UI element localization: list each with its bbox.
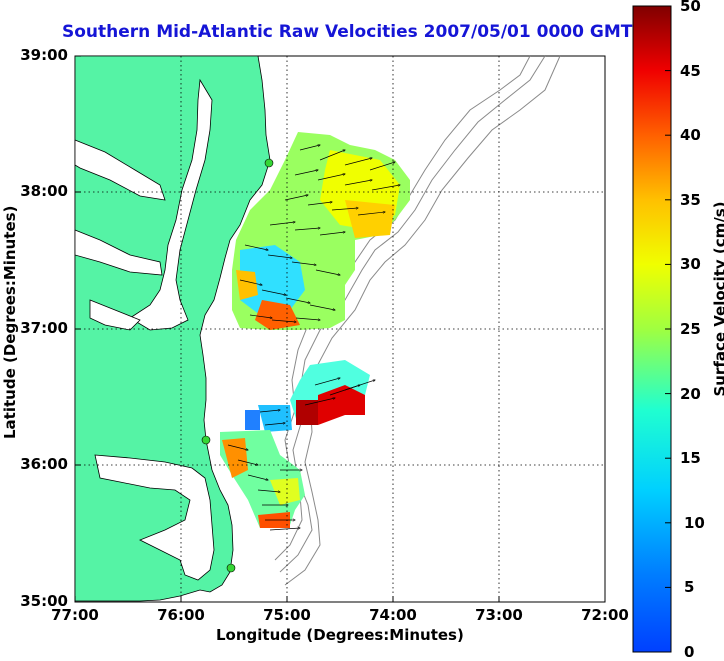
bay-inlet-mid	[74, 229, 163, 276]
bay-inlet-south	[89, 299, 141, 331]
x-tick-label: 74:00	[369, 606, 417, 624]
x-tick-label: 77:00	[51, 606, 99, 624]
colorbar-tick-label: 50	[680, 0, 701, 15]
colorbar-label: Surface Velocity (cm/s)	[711, 201, 724, 397]
colorbar-tick-label: 5	[684, 578, 695, 596]
colorbar-tick-label: 20	[680, 385, 701, 403]
velocity-field-south	[220, 430, 305, 528]
velocity-field-mid	[245, 360, 370, 432]
map-title: Southern Mid-Atlantic Raw Velocities 200…	[62, 22, 633, 42]
y-axis-label: Latitude (Degrees:Minutes)	[1, 205, 19, 439]
colorbar-tick-label: 30	[680, 255, 701, 273]
ticks	[74, 55, 606, 603]
radar-stations	[201, 158, 274, 573]
y-tick-label: 39:00	[20, 46, 68, 64]
y-tick-label: 36:00	[20, 455, 68, 473]
x-tick-label: 75:00	[263, 606, 311, 624]
x-tick-label: 73:00	[475, 606, 523, 624]
colorbar-ticks	[665, 5, 671, 653]
y-tick-label: 38:00	[20, 182, 68, 200]
colorbar-tick-label: 45	[680, 62, 701, 80]
colorbar-tick-label: 35	[680, 191, 701, 209]
y-tick-label: 35:00	[20, 592, 68, 610]
colorbar	[632, 5, 672, 653]
colorbar-tick-label: 15	[680, 449, 701, 467]
bay-inlet-west	[74, 139, 166, 201]
station-marker	[264, 158, 274, 168]
x-tick-label: 76:00	[157, 606, 205, 624]
y-tick-label: 37:00	[20, 319, 68, 337]
x-tick-label: 72:00	[581, 606, 629, 624]
colorbar-tick-label: 25	[680, 320, 701, 338]
colorbar-tick-label: 0	[684, 643, 695, 661]
colorbar-tick-label: 10	[684, 514, 705, 532]
chesapeake-bay	[129, 78, 213, 331]
station-marker	[201, 435, 211, 445]
albemarle-sound	[94, 454, 215, 581]
colorbar-tick-label: 40	[680, 126, 701, 144]
grid	[75, 56, 605, 602]
velocity-vectors	[227, 145, 400, 531]
x-axis-label: Longitude (Degrees:Minutes)	[216, 626, 464, 644]
station-marker	[226, 563, 236, 573]
